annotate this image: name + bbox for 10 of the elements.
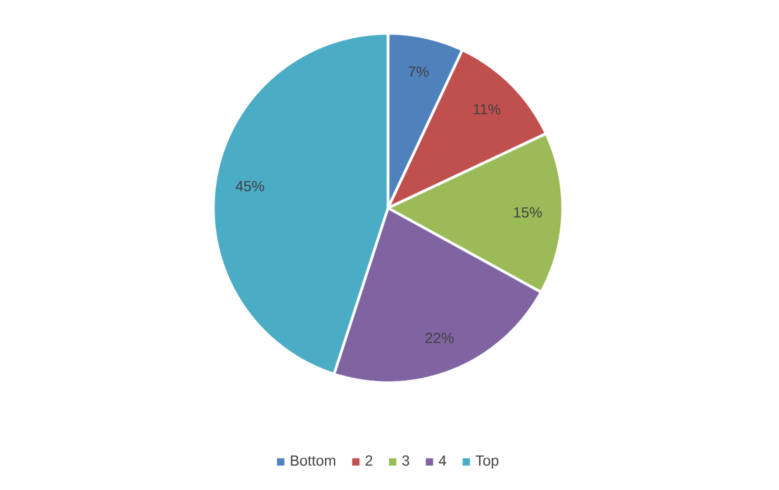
data-label: 45% [236, 181, 264, 192]
data-label: 11% [474, 104, 500, 114]
data-label: 22% [426, 332, 454, 344]
data-label: 15% [514, 207, 542, 218]
legend-label: Bottom [290, 456, 336, 466]
legend-label: 3 [402, 455, 410, 466]
data-label: 7% [408, 66, 429, 77]
legend-label: 2 [366, 455, 372, 466]
legend-label: 4 [438, 456, 446, 466]
legend-label: Top [476, 456, 498, 469]
